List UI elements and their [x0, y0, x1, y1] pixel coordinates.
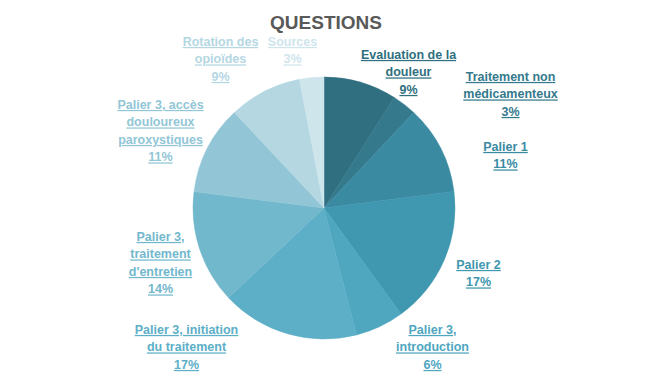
svg-text:QUESTIONS: QUESTIONS [270, 12, 382, 33]
svg-text:Rotation desopioïdes9%: Rotation desopioïdes9% [183, 35, 259, 84]
svg-text:Palier 111%: Palier 111% [483, 140, 528, 172]
svg-text:Palier 3, accèsdouloureuxparox: Palier 3, accèsdouloureuxparoxystiques11… [117, 98, 203, 165]
svg-text:Palier 3,introduction6%: Palier 3,introduction6% [396, 323, 469, 372]
svg-text:Palier 3,traitementd'entretien: Palier 3,traitementd'entretien14% [129, 230, 192, 296]
svg-text:Palier 217%: Palier 217% [456, 258, 501, 290]
svg-text:Palier 3, initiationdu traitem: Palier 3, initiationdu traitement17% [135, 323, 239, 372]
svg-text:Evaluation de ladouleur9%: Evaluation de ladouleur9% [361, 48, 457, 97]
svg-text:Traitement nonmédicamenteux3%: Traitement nonmédicamenteux3% [463, 70, 558, 119]
svg-text:Sources3%: Sources3% [268, 35, 317, 67]
